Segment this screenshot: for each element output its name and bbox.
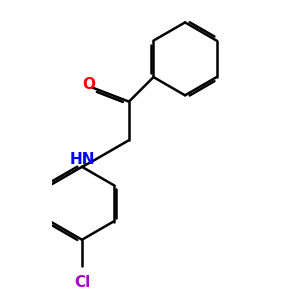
Text: HN: HN [70, 152, 95, 167]
Text: O: O [82, 77, 95, 92]
Text: Cl: Cl [74, 275, 90, 290]
